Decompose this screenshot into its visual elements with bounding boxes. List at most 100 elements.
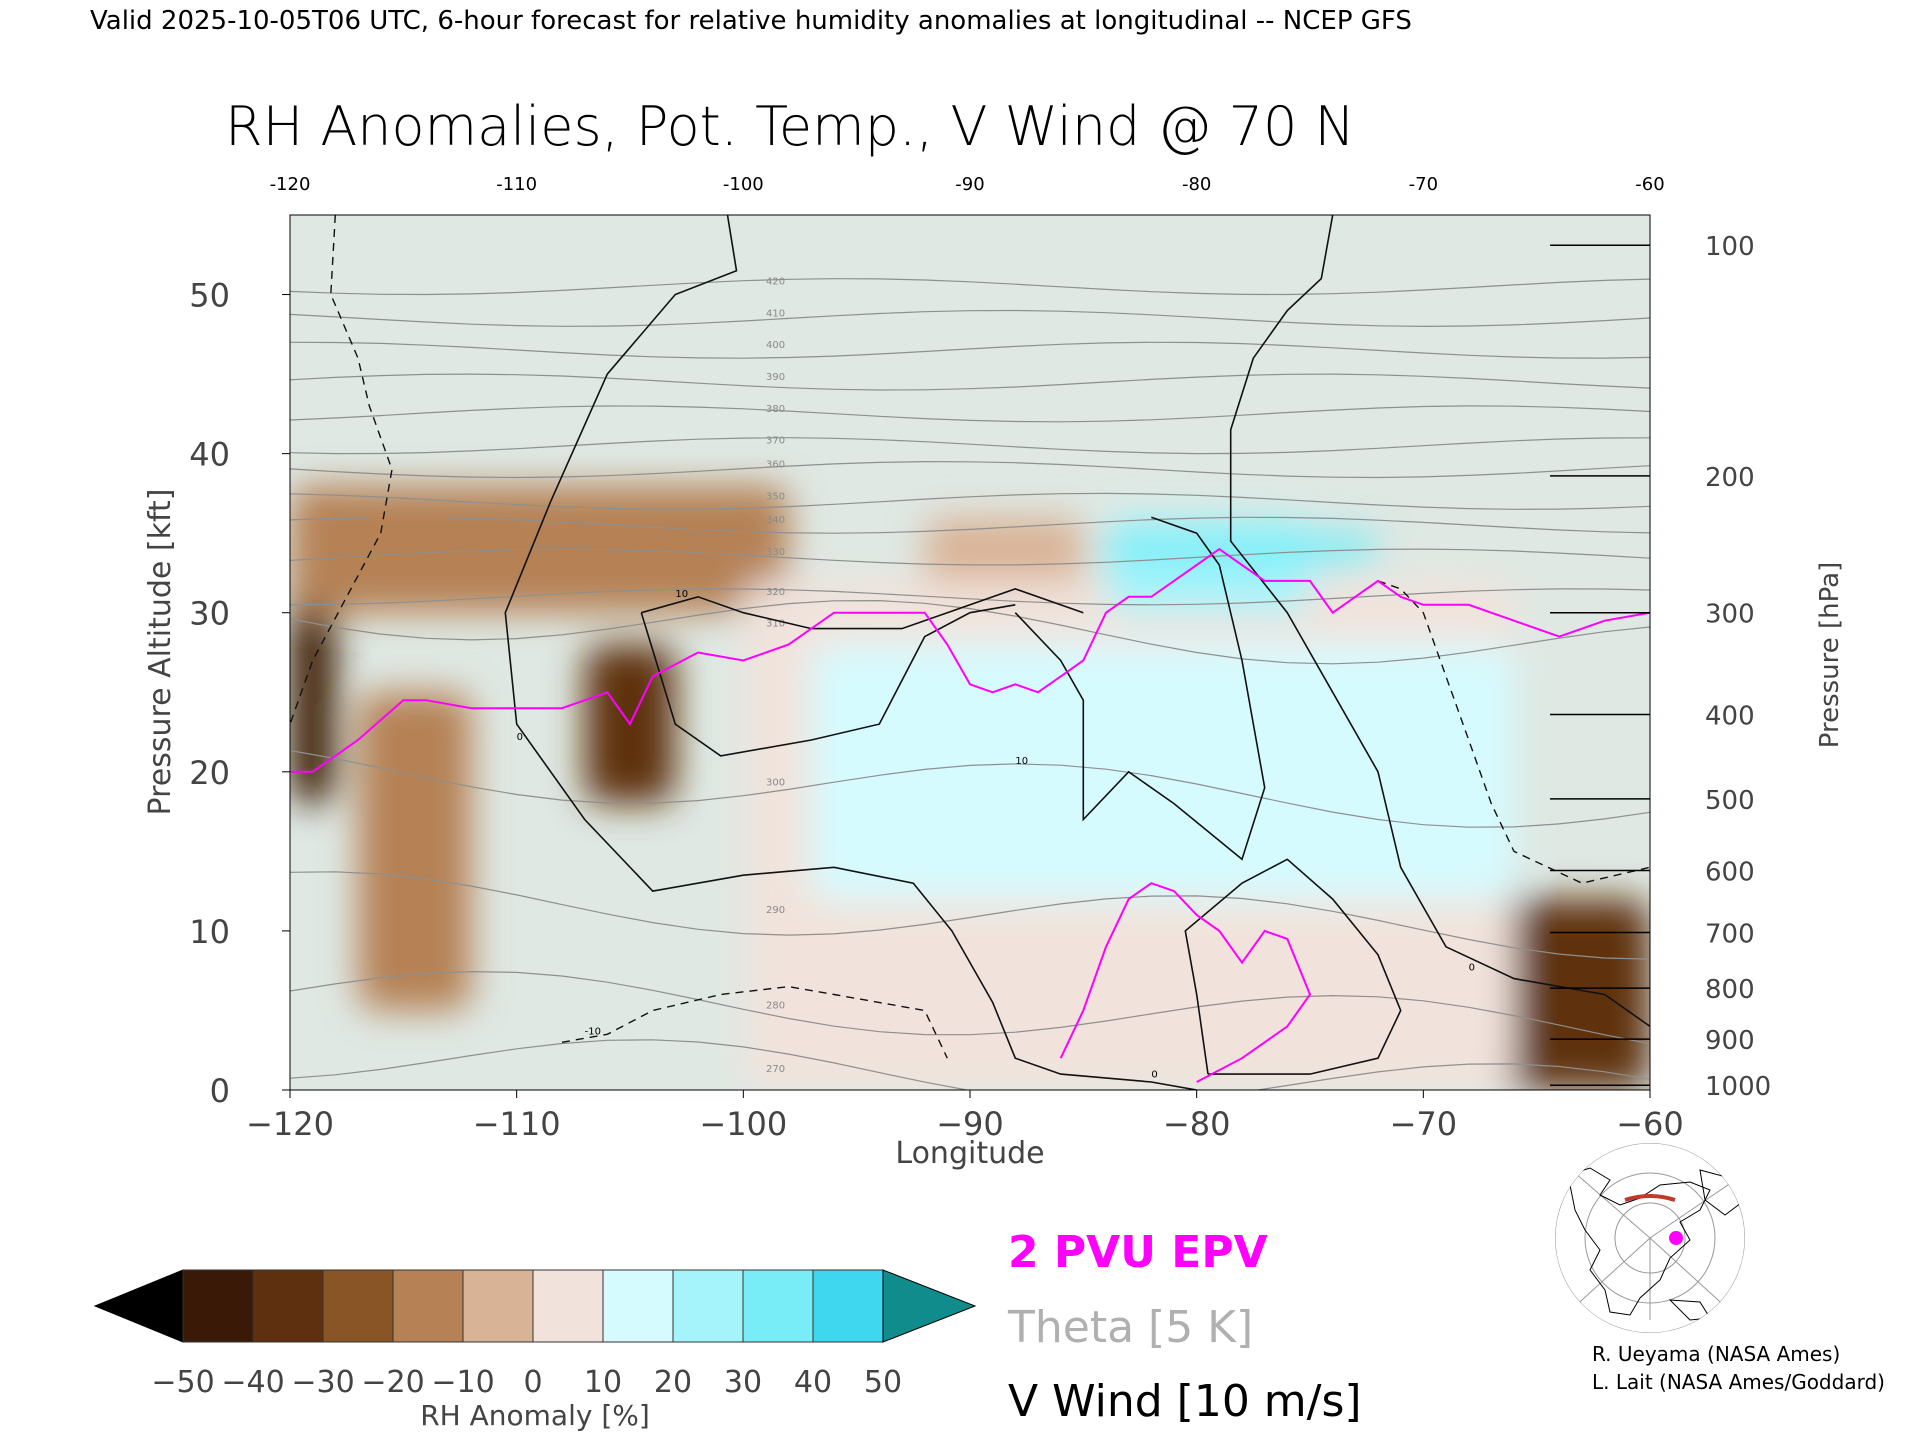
theta-contour-270 bbox=[290, 1039, 1650, 1090]
colorbar-tick-label: 10 bbox=[584, 1365, 622, 1400]
vwind-label-2: 10 bbox=[1015, 756, 1028, 767]
theta-contour-280 bbox=[290, 970, 1650, 1045]
vwind-dashed-contour-0 bbox=[290, 215, 393, 725]
plot-area: 270 280 290 300 310 320 330 340 350 360 370 380 390 4… bbox=[290, 215, 1650, 1090]
pressure-tick-label: 200 bbox=[1705, 463, 1755, 493]
vwind-dashed-contour-1 bbox=[1377, 580, 1650, 884]
vwind-contour-0 bbox=[504, 215, 1197, 1090]
x-top-tick-label: -80 bbox=[1182, 174, 1211, 195]
x-top-tick-label: -120 bbox=[270, 174, 311, 195]
colorbar-swatch-3 bbox=[392, 1269, 464, 1343]
x-tick-label: −110 bbox=[473, 1105, 561, 1143]
x-tick-label: −60 bbox=[1616, 1105, 1684, 1143]
vwind-label-4: 0 bbox=[1151, 1069, 1157, 1080]
colorbar-swatch-4 bbox=[462, 1269, 534, 1343]
chart-title: RH Anomalies, Pot. Temp., V Wind @ 70 N bbox=[225, 95, 1355, 158]
vwind-contour-3 bbox=[640, 604, 1016, 757]
theta-label-360: 360 bbox=[766, 460, 785, 471]
theta-label-380: 380 bbox=[766, 404, 785, 415]
theta-label-330: 330 bbox=[766, 547, 785, 558]
theta-label-340: 340 bbox=[766, 515, 785, 526]
x-tick-label: −120 bbox=[246, 1105, 334, 1143]
theta-label-320: 320 bbox=[766, 587, 785, 598]
pv2-line-layer bbox=[290, 547, 1650, 1083]
pv2-line bbox=[290, 547, 1650, 773]
theta-label-280: 280 bbox=[766, 1000, 785, 1011]
y-tick-label: 0 bbox=[210, 1072, 230, 1110]
colorbar-under-arrow bbox=[93, 1269, 184, 1343]
theta-contour-320 bbox=[290, 588, 1650, 606]
colorbar-swatch-0 bbox=[182, 1269, 254, 1343]
colorbar-tick-label: 20 bbox=[654, 1365, 692, 1400]
theta-label-410: 410 bbox=[766, 308, 785, 319]
theta-contour-360 bbox=[290, 460, 1650, 479]
rh-region-3 bbox=[358, 692, 472, 1011]
x-tick-label: −90 bbox=[936, 1105, 1004, 1143]
colorbar-tick-label: 50 bbox=[864, 1365, 902, 1400]
theta-label-300: 300 bbox=[766, 778, 785, 789]
vwind-contour-5 bbox=[1184, 858, 1402, 1075]
x-top-tick-label: -60 bbox=[1635, 174, 1664, 195]
theta-contour-390 bbox=[290, 373, 1650, 391]
theta-label-390: 390 bbox=[766, 372, 785, 383]
y2-axis-label: Pressure [hPa] bbox=[1815, 562, 1845, 749]
theta-label-420: 420 bbox=[766, 277, 785, 288]
colorbar-swatch-9 bbox=[812, 1269, 884, 1343]
x-top-tick-label: -70 bbox=[1409, 174, 1438, 195]
theta-contour-410 bbox=[290, 309, 1650, 328]
y-tick-label: 10 bbox=[189, 913, 230, 951]
x-tick-label: −100 bbox=[699, 1105, 787, 1143]
colorbar-tick-label: −30 bbox=[291, 1365, 354, 1400]
vwind-contour-4 bbox=[1014, 516, 1266, 861]
vwind-label-3: 0 bbox=[1469, 963, 1475, 974]
x-top-tick-label: -110 bbox=[496, 174, 537, 195]
colorbar-tick-label: −50 bbox=[151, 1365, 214, 1400]
x-tick-label: −70 bbox=[1390, 1105, 1458, 1143]
theta-label-400: 400 bbox=[766, 340, 785, 351]
theta-contour-370 bbox=[290, 437, 1650, 455]
y-axis-label: Pressure Altitude [kft] bbox=[143, 489, 178, 816]
credit-line-1: R. Ueyama (NASA Ames) bbox=[1592, 1342, 1840, 1366]
x-tick-label: −80 bbox=[1163, 1105, 1231, 1143]
vwind-label-1: 10 bbox=[675, 589, 688, 600]
colorbar-swatch-1 bbox=[252, 1269, 324, 1343]
pressure-tick-label: 100 bbox=[1705, 232, 1755, 262]
rh-anomaly-regions bbox=[290, 485, 1650, 1090]
theta-label-270: 270 bbox=[766, 1064, 785, 1075]
theta-label-310: 310 bbox=[766, 619, 785, 630]
colorbar-swatch-2 bbox=[322, 1269, 394, 1343]
colorbar-swatch-6 bbox=[602, 1269, 674, 1343]
y-tick-label: 40 bbox=[189, 436, 230, 474]
vwind-contour-2 bbox=[641, 588, 1084, 630]
legend-theta: Theta [5 K] bbox=[1007, 1302, 1253, 1353]
colorbar-label: RH Anomaly [%] bbox=[420, 1399, 650, 1432]
credit-line-2: L. Lait (NASA Ames/Goddard) bbox=[1592, 1370, 1885, 1394]
colorbar-tick-label: −10 bbox=[431, 1365, 494, 1400]
theta-contour-350 bbox=[290, 492, 1650, 510]
colorbar-tick-label: 40 bbox=[794, 1365, 832, 1400]
legend-epv: 2 PVU EPV bbox=[1008, 1227, 1268, 1278]
theta-contour-290 bbox=[290, 871, 1650, 960]
vwind-label-5: -10 bbox=[585, 1026, 601, 1037]
pressure-tick-label: 800 bbox=[1705, 975, 1755, 1005]
pressure-tick-label: 300 bbox=[1705, 600, 1755, 630]
theta-contours: 270 280 290 300 310 320 330 340 350 360 370 380 390 4… bbox=[290, 277, 1650, 1090]
vwind-dashed-contour-2 bbox=[561, 985, 948, 1059]
y-tick-label: 20 bbox=[189, 754, 230, 792]
colorbar-tick-label: −40 bbox=[221, 1365, 284, 1400]
rh-region-0 bbox=[290, 580, 336, 804]
theta-contour-420 bbox=[290, 278, 1650, 296]
pressure-gridlines bbox=[1550, 244, 1650, 1086]
theta-label-370: 370 bbox=[766, 436, 785, 447]
rh-region-9 bbox=[1106, 533, 1378, 565]
colorbar-swatch-7 bbox=[672, 1269, 744, 1343]
x-axis-label: Longitude bbox=[895, 1136, 1044, 1171]
vwind-contours: 0 10 10 0 0 -10 bbox=[290, 215, 1650, 1090]
pressure-tick-label: 400 bbox=[1705, 702, 1755, 732]
pv2-line-low bbox=[1059, 882, 1312, 1083]
polar-stereographic-map-icon bbox=[1550, 1143, 1750, 1333]
theta-contour-400 bbox=[290, 341, 1650, 359]
colorbar-swatch-8 bbox=[742, 1269, 814, 1343]
vwind-contour-1 bbox=[1229, 215, 1650, 1028]
